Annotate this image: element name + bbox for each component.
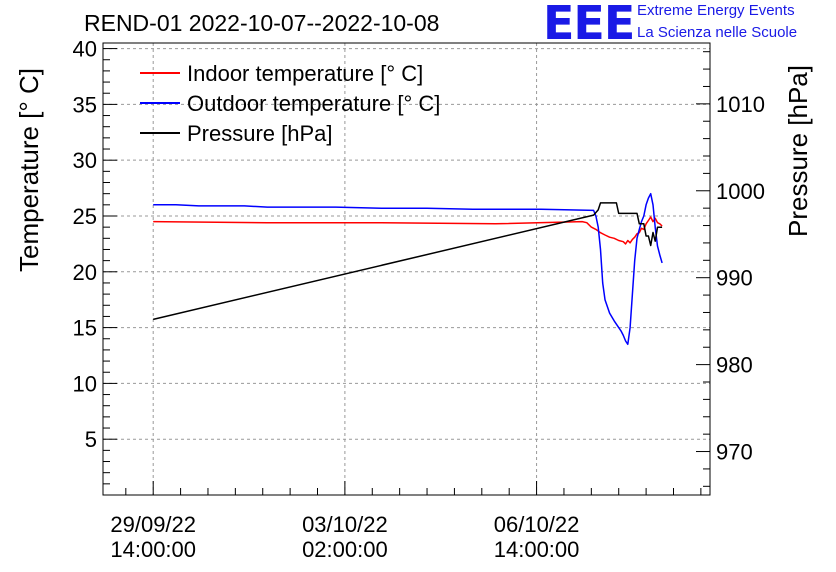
x-tick-label-time: 02:00:00: [302, 537, 388, 562]
y-left-tick-label: 5: [85, 427, 97, 452]
x-tick-label-date: 29/09/22: [110, 512, 196, 537]
legend-label: Indoor temperature [° C]: [187, 61, 423, 86]
y-left-tick-label: 40: [73, 37, 97, 62]
series-line-pressure-hpa: [153, 202, 663, 321]
y-right-tick-label: 1010: [716, 92, 765, 117]
x-tick-label-date: 03/10/22: [302, 512, 388, 537]
y-axis-left-label: Temperature [° C]: [14, 67, 44, 272]
y-left-tick-label: 15: [73, 316, 97, 341]
logo-line-2: La Scienza nelle Scuole: [637, 24, 798, 41]
y-left-tick-label: 25: [73, 204, 97, 229]
legend-label: Pressure [hPa]: [187, 121, 333, 146]
y-left-tick-label: 20: [73, 260, 97, 285]
y-left-tick-label: 10: [73, 371, 97, 396]
chart-title: REND-01 2022-10-07--2022-10-08: [84, 10, 440, 36]
y-right-tick-label: 990: [716, 266, 753, 291]
y-left-tick-label: 35: [73, 92, 97, 117]
series-line-indoor-temperature-c: [153, 216, 663, 245]
logo-line-1: Extreme Energy Events: [637, 2, 795, 19]
y-axis-right-label: Pressure [hPa]: [783, 65, 813, 237]
y-left-tick-label: 30: [73, 148, 97, 173]
x-tick-label-time: 14:00:00: [494, 537, 580, 562]
legend-label: Outdoor temperature [° C]: [187, 91, 440, 116]
y-right-tick-label: 980: [716, 353, 753, 378]
x-tick-label-time: 14:00:00: [110, 537, 196, 562]
eee-logo: EEE: [543, 0, 635, 50]
series-line-outdoor-temperature-c: [153, 192, 663, 346]
plot-frame: [102, 42, 711, 496]
y-right-tick-label: 970: [716, 440, 753, 465]
x-tick-label-date: 06/10/22: [494, 512, 580, 537]
y-right-tick-label: 1000: [716, 179, 765, 204]
